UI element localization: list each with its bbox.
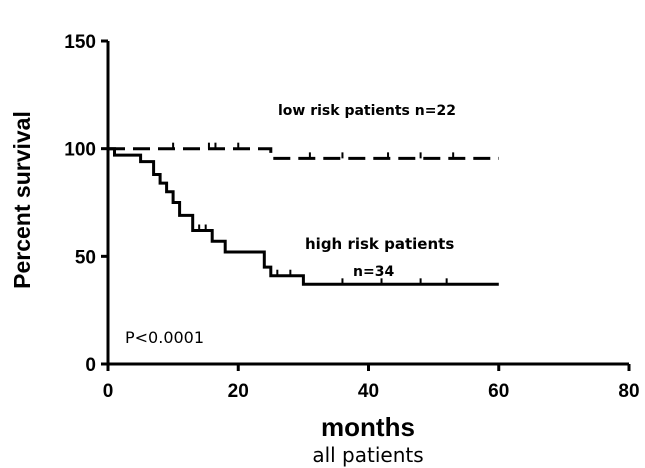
chart-caption: all patients [312,443,423,467]
high-risk-n-label: n=34 [353,264,394,280]
y-tick-label-0: 0 [85,355,96,376]
series-line-high-risk-patients [108,147,499,286]
y-tick-label-100: 100 [64,140,96,161]
tick-labels: 0 20 40 60 80 0 50 100 150 [64,32,639,402]
y-tick-label-150: 150 [64,32,96,53]
x-tick-label-40: 40 [358,381,379,402]
ticks [101,39,631,371]
p-value-label: P<0.0001 [125,328,204,347]
series-line-low-risk-patients [108,147,499,160]
x-tick-label-0: 0 [103,381,114,402]
high-risk-label: high risk patients [305,235,454,253]
x-tick-label-60: 60 [488,381,509,402]
axes [106,41,629,366]
low-risk-label: low risk patients n=22 [278,103,456,119]
y-tick-label-50: 50 [75,247,96,268]
series-layer [108,142,499,286]
y-axis-title: Percent survival [9,111,35,289]
x-axis-title: months [321,412,415,442]
x-tick-label-20: 20 [228,381,249,402]
x-tick-label-80: 80 [618,381,639,402]
